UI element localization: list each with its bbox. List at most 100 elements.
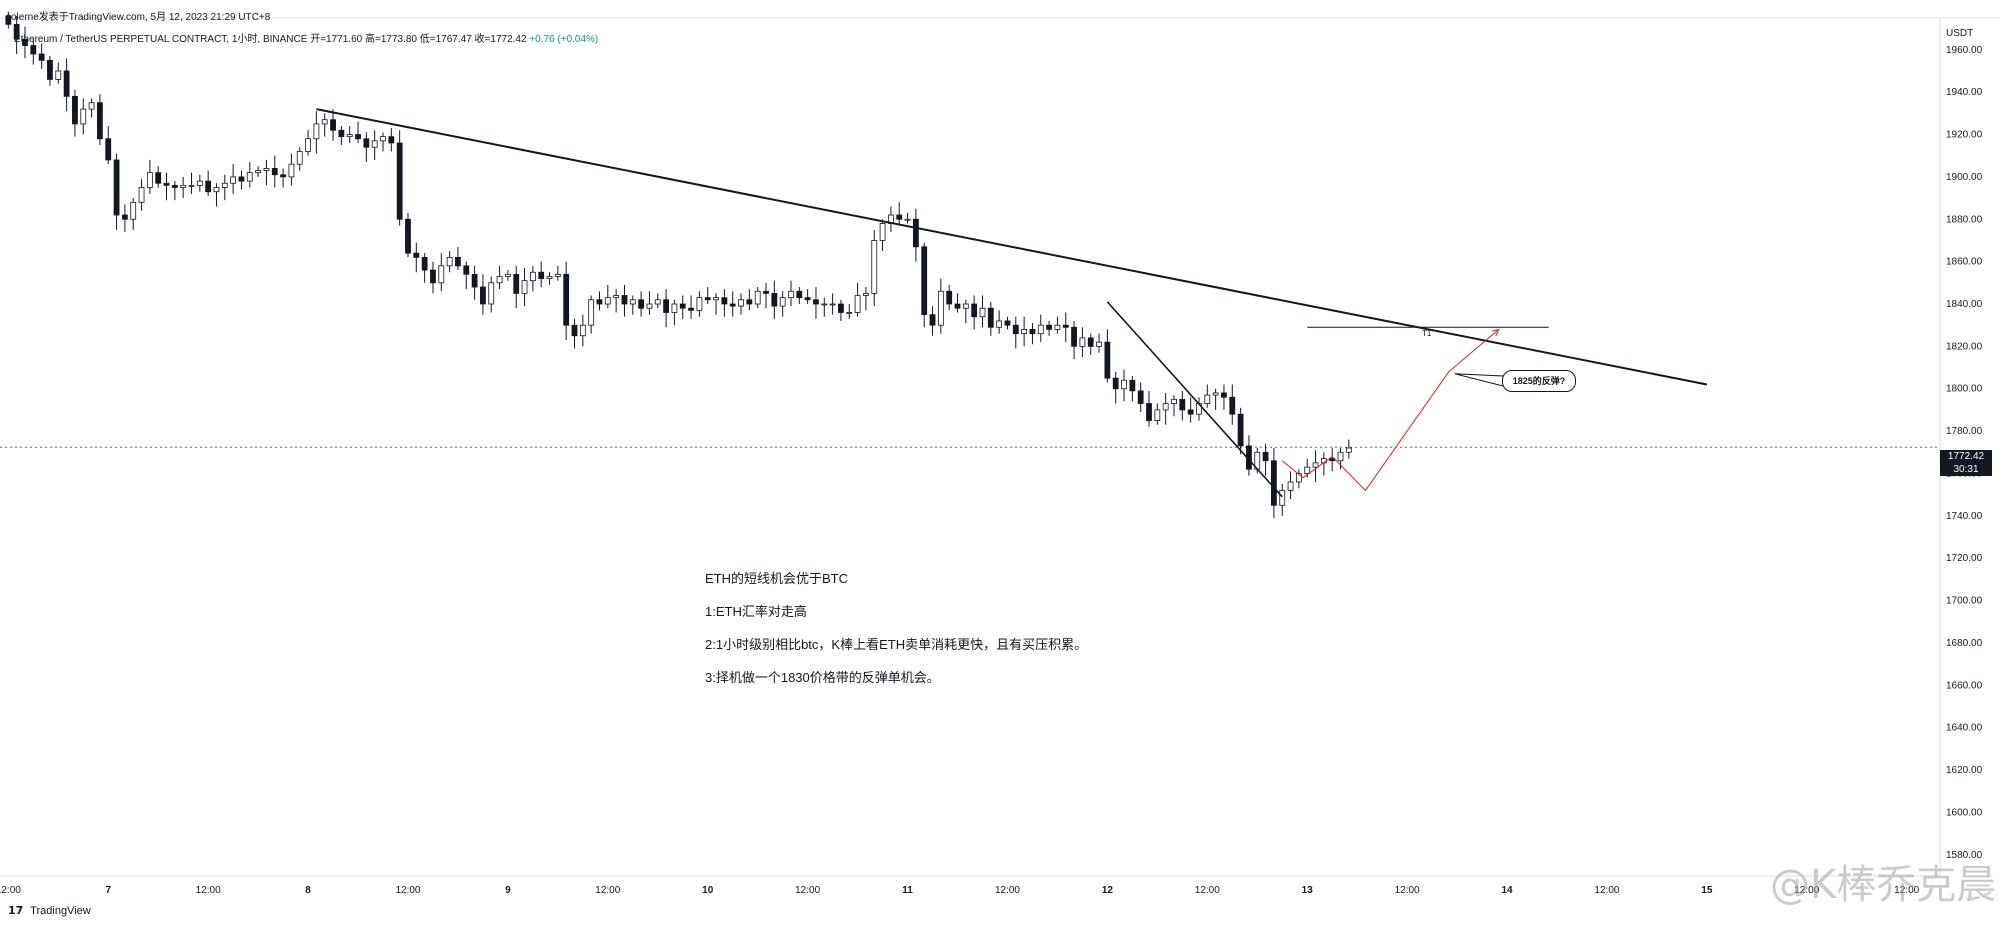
price-tick-label: 1700.00 (1946, 596, 1983, 607)
candle (621, 295, 628, 305)
time-axis[interactable]: 12:00 7 12:00 8 12:00 9 12:00 10 12:00 11 12:00 12 1… (0, 885, 1920, 896)
candle (521, 280, 528, 294)
candle (563, 273, 570, 326)
price-tick-label: 1740.00 (1946, 511, 1983, 522)
candle (196, 180, 203, 186)
candle (405, 218, 411, 254)
candle (421, 256, 428, 271)
candle (771, 293, 778, 307)
price-axis[interactable]: USDT 1960.00 1940.00 1920.00 1900.00 1880.00 1… (1946, 28, 1983, 861)
candle (904, 218, 911, 221)
candle (912, 218, 919, 248)
candle (246, 172, 253, 182)
candle (113, 159, 120, 216)
ohlc-low: 低=1767.47 (419, 34, 472, 45)
candle (663, 299, 669, 313)
footer-brand[interactable]: 𝟭𝟳 TradingView (8, 904, 91, 917)
time-tick-label: 12:00 (1594, 885, 1619, 896)
time-tick-label: 12:00 (0, 885, 21, 896)
candle (388, 136, 395, 144)
candle (471, 273, 478, 288)
price-axis-unit: USDT (1946, 28, 1973, 39)
candle (721, 297, 728, 305)
candle (679, 303, 686, 309)
time-tick-label: 11 (902, 885, 913, 896)
ohlc-open: 开=1771.60 (310, 34, 363, 45)
candle (1312, 462, 1319, 468)
candle (1345, 447, 1352, 453)
candle (13, 23, 20, 40)
time-tick-label: 14 (1501, 885, 1513, 896)
candle (987, 307, 994, 328)
candle (55, 70, 62, 80)
candle (188, 184, 195, 187)
rebound-callout[interactable]: 1825的反弹? (1502, 370, 1576, 392)
price-tick-label: 1720.00 (1946, 553, 1983, 564)
candle (221, 182, 228, 188)
candle (879, 223, 886, 241)
candle (838, 303, 844, 313)
candle (1021, 329, 1028, 335)
candle (1096, 341, 1102, 347)
candle (513, 273, 520, 294)
price-tick-label: 1880.00 (1946, 214, 1983, 225)
time-tick-label: 12 (1102, 885, 1114, 896)
candle (579, 324, 586, 337)
candle (321, 119, 328, 125)
candle (1029, 329, 1036, 335)
candle (1146, 403, 1152, 421)
candle (1129, 379, 1136, 392)
candle (829, 303, 836, 306)
time-tick-label: 15 (1701, 885, 1713, 896)
candle (1071, 326, 1077, 347)
candle (1162, 403, 1169, 411)
price-tick-label: 1940.00 (1946, 87, 1983, 98)
candle (271, 168, 278, 176)
candlestick-series (5, 11, 1352, 518)
brand-name: TradingView (30, 905, 91, 917)
time-tick-label: 12:00 (1894, 885, 1919, 896)
candle (446, 256, 453, 267)
price-tick-label: 1660.00 (1946, 680, 1983, 691)
candle (80, 108, 87, 125)
time-tick-label: 12:00 (196, 885, 221, 896)
candle (480, 286, 486, 305)
symbol-legend: Ethereum / TetherUS PERPETUAL CONTRACT, … (14, 30, 598, 45)
candle (496, 276, 503, 284)
candle (654, 299, 661, 305)
price-tick-label: 1820.00 (1946, 341, 1983, 352)
publisher: solerne发表于TradingView.com, (6, 12, 148, 23)
time-tick-label: 8 (305, 885, 311, 896)
price-tick-label: 1620.00 (1946, 765, 1983, 776)
ohlc-change: +0.76 (+0.04%) (529, 34, 599, 45)
candle (1062, 324, 1069, 328)
weibo-watermark: @K棒乔克晨 (1770, 862, 1997, 908)
candle (788, 290, 794, 299)
candle (47, 59, 53, 80)
candle (504, 273, 511, 277)
publish-datetime: 5月 12, 2023 21:29 UTC+8 (150, 12, 271, 23)
candle (929, 314, 936, 326)
price-tick-label: 1640.00 (1946, 723, 1983, 734)
candle (296, 151, 303, 165)
candle (629, 299, 636, 305)
price-tick-label: 1800.00 (1946, 384, 1983, 395)
tradingview-logo-icon: 𝟭𝟳 (8, 905, 24, 917)
candle (1137, 390, 1144, 404)
candle (979, 307, 986, 318)
candle (704, 297, 711, 301)
candle (796, 290, 803, 299)
candle (821, 303, 828, 306)
candle (738, 299, 744, 307)
candle (30, 45, 37, 55)
candle (729, 303, 736, 307)
candle (121, 214, 128, 220)
target-label: T1 (1422, 329, 1432, 338)
candle (1121, 379, 1127, 390)
candle (63, 70, 70, 97)
time-tick-label: 12:00 (1395, 885, 1420, 896)
candle (1037, 324, 1044, 335)
chart-drawings[interactable] (316, 108, 1708, 498)
candle (38, 53, 45, 61)
